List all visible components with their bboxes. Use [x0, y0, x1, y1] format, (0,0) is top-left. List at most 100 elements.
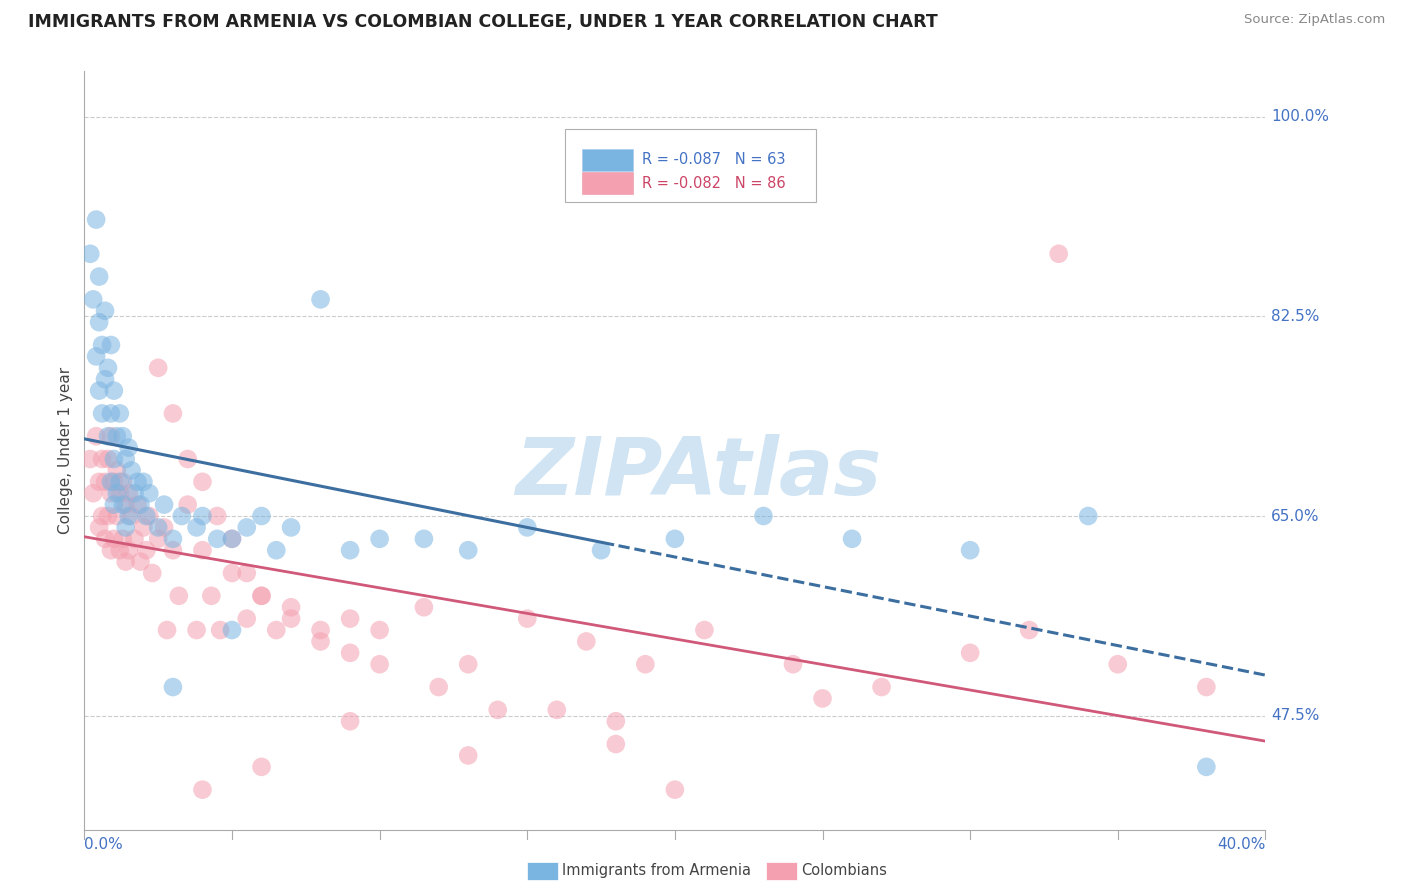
- Point: [167, 589, 190, 603]
- Point: [1195, 760, 1218, 774]
- Point: [118, 508, 141, 523]
- Point: [84, 350, 107, 364]
- Point: [221, 532, 243, 546]
- Text: 65.0%: 65.0%: [1271, 508, 1320, 524]
- Point: [87, 315, 111, 329]
- Point: [138, 486, 160, 500]
- Point: [486, 703, 509, 717]
- Point: [108, 486, 131, 500]
- Point: [1107, 657, 1129, 672]
- Text: IMMIGRANTS FROM ARMENIA VS COLOMBIAN COLLEGE, UNDER 1 YEAR CORRELATION CHART: IMMIGRANTS FROM ARMENIA VS COLOMBIAN COL…: [28, 13, 938, 31]
- Point: [105, 429, 128, 443]
- Point: [664, 782, 686, 797]
- Point: [221, 532, 243, 546]
- Point: [138, 508, 160, 523]
- Point: [209, 623, 232, 637]
- Point: [114, 498, 136, 512]
- Point: [1047, 247, 1070, 261]
- Point: [221, 566, 243, 580]
- Point: [148, 360, 170, 375]
- Point: [84, 429, 107, 443]
- Point: [1195, 680, 1218, 694]
- Point: [108, 543, 131, 558]
- Point: [1018, 623, 1040, 637]
- Point: [207, 508, 229, 523]
- Point: [124, 532, 146, 546]
- Point: [87, 384, 111, 398]
- Text: Immigrants from Armenia: Immigrants from Armenia: [562, 863, 751, 878]
- Point: [100, 429, 122, 443]
- Point: [91, 338, 114, 352]
- Point: [170, 508, 193, 523]
- Point: [186, 623, 208, 637]
- Text: 100.0%: 100.0%: [1271, 110, 1329, 125]
- Point: [280, 520, 302, 534]
- Point: [94, 372, 117, 386]
- Text: ZIPAtlas: ZIPAtlas: [516, 434, 882, 512]
- Point: [413, 600, 436, 615]
- Point: [280, 612, 302, 626]
- Point: [111, 475, 134, 489]
- Point: [200, 589, 222, 603]
- Point: [266, 623, 288, 637]
- Point: [250, 589, 273, 603]
- Point: [368, 657, 391, 672]
- Point: [516, 520, 538, 534]
- Point: [103, 532, 125, 546]
- Point: [114, 520, 136, 534]
- Point: [427, 680, 450, 694]
- Point: [153, 498, 176, 512]
- Point: [100, 543, 122, 558]
- Text: Colombians: Colombians: [801, 863, 887, 878]
- Point: [811, 691, 834, 706]
- Point: [132, 520, 155, 534]
- Point: [114, 555, 136, 569]
- Point: [516, 612, 538, 626]
- Point: [105, 486, 128, 500]
- Point: [108, 475, 131, 489]
- Point: [84, 212, 107, 227]
- Point: [103, 384, 125, 398]
- Point: [111, 532, 134, 546]
- Point: [309, 623, 332, 637]
- Point: [870, 680, 893, 694]
- Point: [782, 657, 804, 672]
- Point: [339, 543, 361, 558]
- Point: [111, 429, 134, 443]
- Point: [191, 543, 214, 558]
- Point: [87, 475, 111, 489]
- Point: [841, 532, 863, 546]
- Point: [457, 657, 479, 672]
- Point: [575, 634, 598, 648]
- Point: [97, 452, 120, 467]
- Text: R = -0.082   N = 86: R = -0.082 N = 86: [643, 176, 786, 191]
- Point: [105, 463, 128, 477]
- Point: [664, 532, 686, 546]
- Point: [368, 623, 391, 637]
- Point: [236, 612, 259, 626]
- Point: [118, 543, 141, 558]
- Point: [118, 486, 141, 500]
- Point: [457, 543, 479, 558]
- Point: [162, 543, 184, 558]
- Point: [309, 634, 332, 648]
- Text: 82.5%: 82.5%: [1271, 309, 1320, 324]
- Point: [162, 532, 184, 546]
- Point: [250, 508, 273, 523]
- Point: [108, 406, 131, 420]
- Text: 40.0%: 40.0%: [1218, 837, 1265, 852]
- Point: [959, 646, 981, 660]
- Point: [368, 532, 391, 546]
- Point: [135, 543, 157, 558]
- Point: [105, 508, 128, 523]
- Point: [121, 463, 143, 477]
- Point: [124, 486, 146, 500]
- Text: 0.0%: 0.0%: [84, 837, 124, 852]
- Point: [191, 475, 214, 489]
- Point: [103, 498, 125, 512]
- Point: [250, 760, 273, 774]
- Point: [339, 646, 361, 660]
- Point: [100, 406, 122, 420]
- Point: [457, 748, 479, 763]
- Point: [97, 429, 120, 443]
